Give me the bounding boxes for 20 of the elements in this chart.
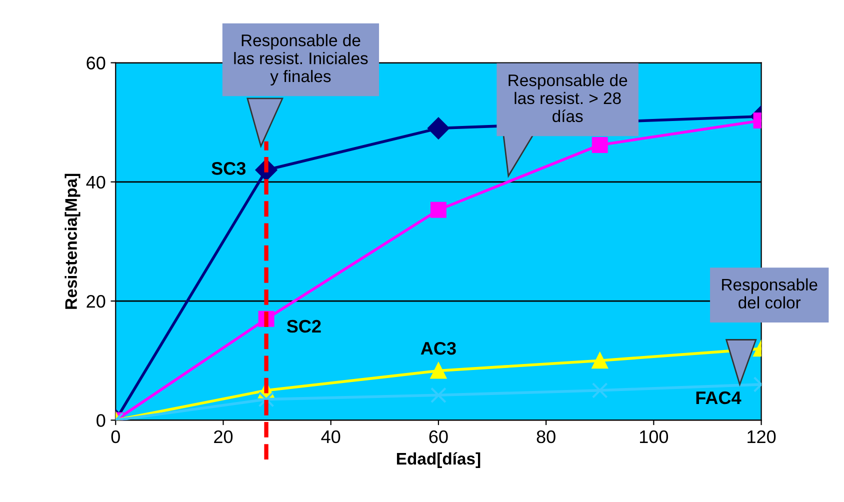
annotation: Responsable de las resist. > 28 días xyxy=(508,74,628,122)
series-label: SC3 xyxy=(212,162,246,175)
series-label: AC3 xyxy=(420,342,456,355)
x-tick-label: 40 xyxy=(321,430,340,444)
x-tick-label: 100 xyxy=(640,430,668,444)
series-label: FAC4 xyxy=(696,391,742,404)
x-tick-label: 0 xyxy=(111,430,120,444)
x-tick-label: 20 xyxy=(214,430,233,444)
y-tick-label: 60 xyxy=(86,56,106,70)
x-tick-label: 120 xyxy=(748,430,776,444)
y-tick-label: 0 xyxy=(96,414,106,427)
series-label: SC2 xyxy=(286,320,321,333)
y-tick-label: 20 xyxy=(86,294,106,308)
annotation: Responsable de las resist. Iniciales y finales xyxy=(234,34,368,86)
x-tick-label: 80 xyxy=(536,430,556,444)
x-tick-label: 60 xyxy=(429,430,448,444)
y-tick-label: 40 xyxy=(86,176,106,189)
y-axis-title: Resistencia[Mpa] xyxy=(64,174,80,309)
annotation: Responsable del color xyxy=(722,278,818,309)
x-axis-title: Edad[días] xyxy=(396,452,480,468)
